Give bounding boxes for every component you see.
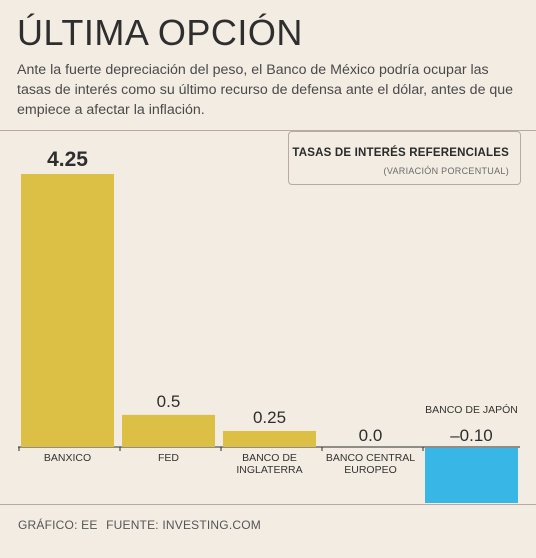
category-label: BANCO DE [242, 452, 297, 464]
bar-1 [122, 414, 215, 447]
value-label: 4.25 [47, 148, 88, 171]
bar-2 [223, 430, 316, 447]
chart-title: ÚLTIMA OPCIÓN [17, 12, 303, 53]
category-label: FED [158, 452, 179, 464]
legend-subtitle: (VARIACIÓN PORCENTUAL) [383, 166, 509, 176]
category-label: BANCO CENTRAL [326, 452, 415, 464]
value-label: 0.25 [253, 408, 286, 427]
category-label: BANCO DE JAPÓN [425, 403, 518, 416]
top-divider [0, 130, 536, 131]
category-label: EUROPEO [344, 464, 397, 476]
legend-box: TASAS DE INTERÉS REFERENCIALES (VARIACIÓ… [288, 131, 521, 185]
bottom-divider [0, 504, 536, 505]
chart-subtitle: Ante la fuerte depreciación del peso, el… [17, 62, 514, 118]
value-label: –0.10 [450, 426, 493, 445]
category-label: INGLATERRA [236, 464, 302, 476]
value-label: 0.5 [157, 392, 181, 411]
footer: GRÁFICO: EE FUENTE: INVESTING.COM [18, 518, 266, 532]
footer-source: FUENTE: INVESTING.COM [106, 518, 261, 532]
category-label: BANXICO [44, 452, 91, 464]
bar-4 [425, 448, 518, 503]
bar-0 [21, 174, 114, 447]
footer-credit: GRÁFICO: EE [18, 518, 98, 532]
legend-title: TASAS DE INTERÉS REFERENCIALES [292, 147, 509, 159]
value-label: 0.0 [359, 426, 383, 445]
